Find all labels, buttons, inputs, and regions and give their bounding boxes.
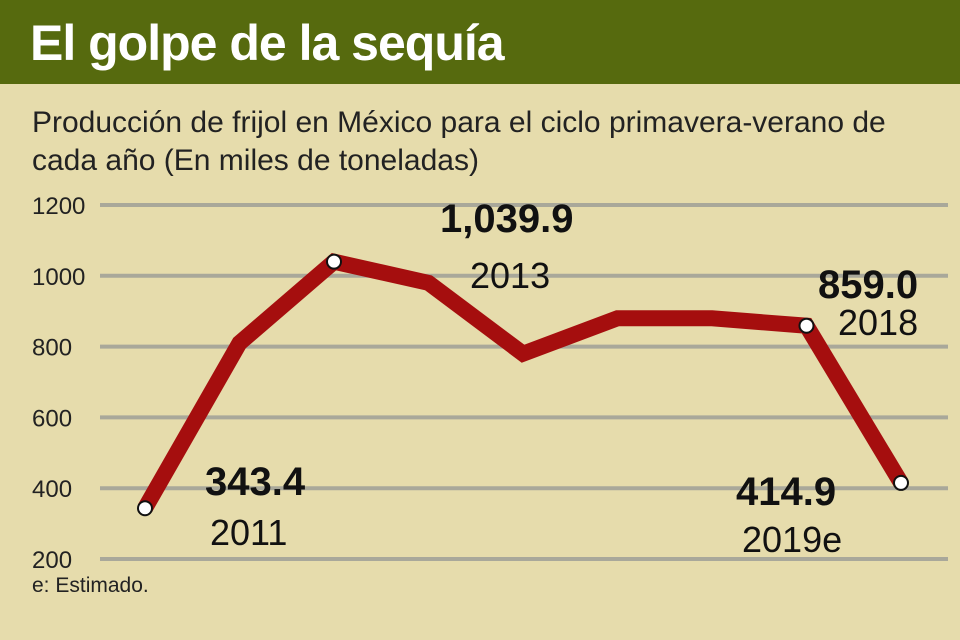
year-label: 2011 bbox=[210, 512, 287, 553]
y-tick-label: 1000 bbox=[32, 264, 85, 291]
y-tick-label: 800 bbox=[32, 335, 72, 362]
value-label: 343.4 bbox=[205, 460, 306, 504]
year-label: 2018 bbox=[838, 302, 918, 343]
title-bar bbox=[0, 0, 960, 84]
value-label: 1,039.9 bbox=[440, 197, 573, 241]
footnote: e: Estimado. bbox=[32, 574, 149, 597]
data-point bbox=[326, 253, 342, 270]
value-label: 414.9 bbox=[736, 470, 836, 514]
y-tick-label: 600 bbox=[32, 405, 72, 432]
chart-title: El golpe de la sequía bbox=[30, 15, 505, 71]
data-point bbox=[137, 500, 153, 517]
data-point bbox=[893, 474, 909, 491]
series-line bbox=[138, 252, 908, 513]
year-label: 2013 bbox=[470, 255, 550, 296]
y-tick-label: 200 bbox=[32, 547, 72, 574]
chart-subtitle: Producción de frijol en México para el c… bbox=[32, 106, 886, 177]
value-label: 859.0 bbox=[818, 263, 918, 307]
y-tick-label: 400 bbox=[32, 476, 72, 503]
data-point bbox=[798, 317, 815, 334]
y-tick-label: 1200 bbox=[32, 193, 85, 220]
year-label: 2019e bbox=[742, 519, 842, 560]
